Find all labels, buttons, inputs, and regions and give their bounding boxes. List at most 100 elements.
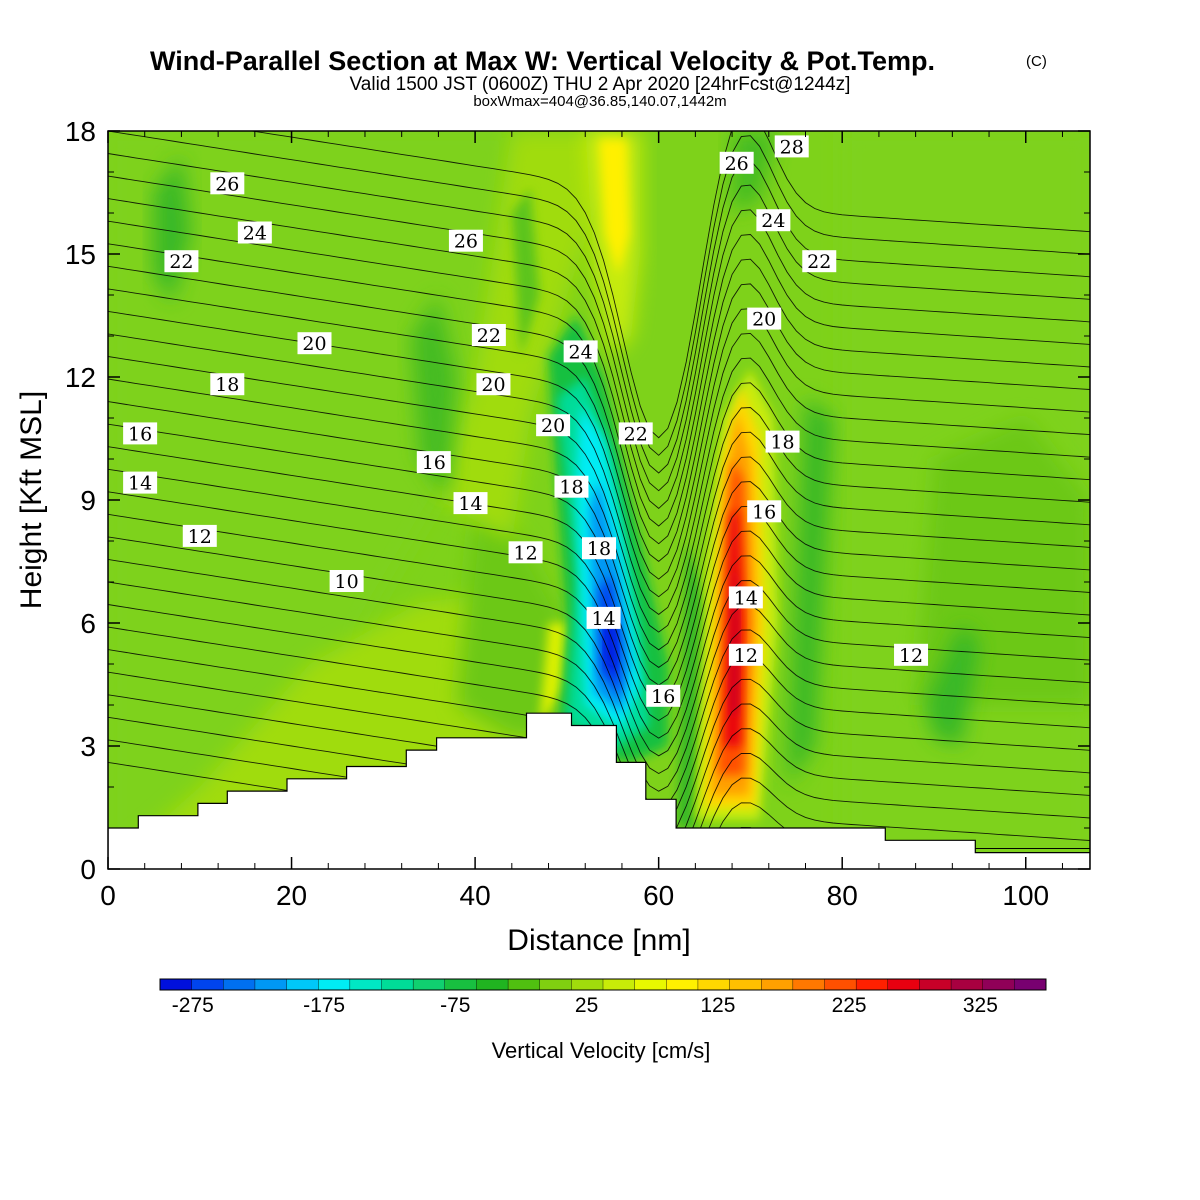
chart-title: Wind-Parallel Section at Max W: Vertical…	[150, 46, 935, 76]
colorbar-swatch	[761, 978, 794, 991]
x-tick-label: 60	[643, 880, 674, 911]
colorbar-tick-label: -175	[303, 994, 345, 1017]
contour-label-text: 14	[128, 473, 152, 495]
contour-label: 20	[476, 373, 511, 396]
theta-contour-line	[108, 378, 1090, 651]
contour-label-box	[123, 422, 158, 445]
contour-label: 12	[728, 643, 763, 667]
contour-label-box	[747, 500, 782, 523]
theta-contour-line	[108, 288, 1090, 580]
colorbar-swatch	[349, 978, 382, 991]
contour-label-box	[774, 135, 809, 158]
y-axis-label: Height [Kft MSL]	[15, 391, 48, 609]
theta-contour-line	[108, 401, 1090, 668]
contour-label-box	[164, 250, 199, 273]
contour-label: 14	[586, 606, 621, 630]
x-tick-label: 100	[1002, 880, 1049, 911]
contour-label: 16	[123, 422, 158, 445]
contour-label-text: 16	[422, 452, 446, 474]
velocity-region-10	[787, 397, 833, 787]
contour-label: 12	[894, 643, 929, 667]
y-tick-label: 3	[80, 731, 96, 762]
contour-label-box	[586, 606, 621, 629]
colorbar-swatch	[792, 978, 825, 991]
contour-label-text: 26	[215, 173, 239, 195]
contour-label: 14	[123, 471, 158, 495]
contour-label-text: 26	[725, 153, 749, 175]
contour-label-text: 20	[481, 374, 505, 396]
x-tick-label: 20	[276, 880, 307, 911]
contour-label-text: 22	[624, 423, 648, 445]
colorbar-swatch	[666, 978, 699, 991]
contour-label: 18	[210, 373, 245, 396]
contour-label-text: 24	[761, 210, 785, 232]
contour-label-box	[210, 172, 245, 195]
minor-ticks	[108, 131, 1090, 869]
contour-label: 22	[471, 324, 506, 347]
contour-label-box	[123, 471, 158, 494]
colorbar-swatch	[191, 978, 224, 991]
y-tick-label: 9	[80, 485, 96, 516]
theta-contour-line	[108, 581, 1090, 810]
terrain	[108, 712, 1090, 869]
colorbar-tick-label: 125	[700, 994, 735, 1017]
x-tick-label: 80	[827, 880, 858, 911]
theta-contour-line	[108, 131, 1090, 456]
contour-label-text: 12	[188, 526, 212, 548]
velocity-region-8	[511, 188, 540, 357]
colorbar	[159, 978, 1047, 991]
contour-label: 20	[297, 332, 332, 355]
theta-contour-line	[108, 265, 1090, 562]
theta-contour-line	[249, 131, 1090, 439]
contour-label-box	[894, 643, 929, 666]
contour-label: 16	[646, 684, 681, 708]
colorbar-swatch	[824, 978, 857, 991]
contour-label-box	[210, 373, 245, 396]
contour-label: 20	[747, 307, 782, 331]
colorbar-swatch	[729, 978, 762, 991]
contour-label-text: 18	[770, 432, 794, 454]
y-tick-label: 6	[80, 608, 96, 639]
colorbar-swatch	[634, 978, 667, 991]
colorbar-tick-label: -75	[440, 994, 470, 1017]
contour-label: 16	[747, 500, 782, 523]
contour-label-text: 24	[243, 223, 267, 245]
contour-label: 22	[618, 422, 653, 445]
contour-label-box	[453, 492, 488, 515]
contour-label-box	[728, 643, 763, 666]
contour-labels: 26 24 22 26 20 22 24 18 20 16 20 22 16 18 14 14 12 12 18 10…	[123, 135, 929, 708]
copyright-mark: (C)	[1026, 53, 1047, 70]
colorbar-label: Vertical Velocity [cm/s]	[492, 1038, 711, 1063]
contour-label-text: 20	[541, 415, 565, 437]
contour-label-text: 12	[513, 542, 537, 564]
contour-label-box	[802, 250, 837, 273]
contour-label-text: 14	[458, 493, 482, 515]
contour-label-text: 20	[302, 333, 326, 355]
velocity-region-2	[456, 500, 567, 738]
theta-contour-line	[108, 468, 1090, 722]
contour-label: 12	[182, 524, 217, 548]
contour-label: 24	[563, 340, 598, 363]
colorbar-swatch	[539, 978, 572, 991]
contour-label: 14	[453, 492, 488, 515]
contour-label: 22	[802, 250, 837, 273]
contour-label-box	[719, 151, 754, 174]
theta-contour-line	[108, 153, 1090, 474]
contour-label: 24	[237, 221, 272, 245]
contour-label: 26	[210, 172, 245, 195]
contour-label: 14	[728, 586, 763, 609]
contour-label: 12	[508, 541, 543, 564]
contour-label-box	[563, 340, 598, 363]
contour-label-box	[756, 209, 791, 232]
contour-label-box	[728, 586, 763, 609]
contour-label-text: 16	[752, 501, 776, 523]
colorbar-swatch	[476, 978, 509, 991]
colorbar-swatch	[412, 978, 446, 991]
contour-label-text: 22	[169, 251, 193, 273]
theta-contour-line	[108, 333, 1090, 615]
contour-label-box	[182, 524, 217, 547]
x-axis-label: Distance [nm]	[507, 924, 690, 957]
colorbar-swatch	[318, 978, 351, 991]
contour-label-text: 18	[215, 374, 239, 396]
